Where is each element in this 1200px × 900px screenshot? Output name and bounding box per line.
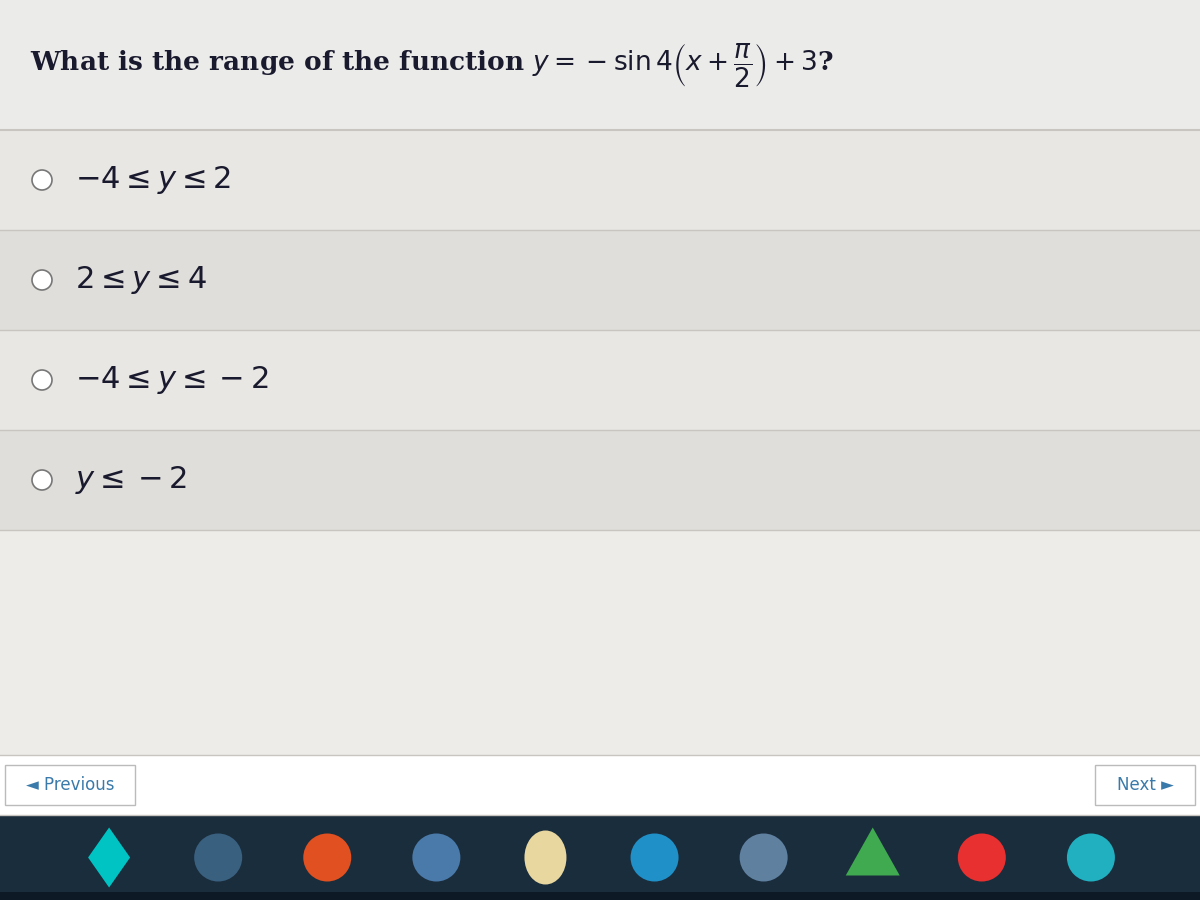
Bar bbox=[0, 0, 1200, 130]
Circle shape bbox=[32, 170, 52, 190]
Bar bbox=[0, 130, 1200, 230]
Text: $y \leq -2$: $y \leq -2$ bbox=[74, 464, 187, 496]
Circle shape bbox=[32, 370, 52, 390]
Circle shape bbox=[304, 833, 352, 881]
Circle shape bbox=[32, 270, 52, 290]
Polygon shape bbox=[88, 827, 130, 887]
Circle shape bbox=[630, 833, 678, 881]
Text: ◄ Previous: ◄ Previous bbox=[25, 776, 114, 794]
Polygon shape bbox=[846, 827, 900, 876]
Circle shape bbox=[32, 470, 52, 490]
Circle shape bbox=[413, 833, 461, 881]
Circle shape bbox=[739, 833, 787, 881]
FancyBboxPatch shape bbox=[1096, 765, 1195, 805]
FancyBboxPatch shape bbox=[5, 765, 134, 805]
Text: $2 \leq y \leq 4$: $2 \leq y \leq 4$ bbox=[74, 264, 208, 296]
Text: $-4 \leq y \leq 2$: $-4 \leq y \leq 2$ bbox=[74, 164, 232, 196]
Bar bbox=[0, 230, 1200, 330]
Bar bbox=[0, 892, 1200, 900]
Bar bbox=[0, 430, 1200, 530]
Circle shape bbox=[958, 833, 1006, 881]
Circle shape bbox=[194, 833, 242, 881]
Text: Next ►: Next ► bbox=[1116, 776, 1174, 794]
Bar bbox=[0, 330, 1200, 430]
Circle shape bbox=[1067, 833, 1115, 881]
Bar bbox=[0, 815, 1200, 900]
Ellipse shape bbox=[524, 831, 566, 885]
Text: What is the range of the function $y = -\sin 4\left(x + \dfrac{\pi}{2}\right) + : What is the range of the function $y = -… bbox=[30, 41, 834, 89]
Text: $-4 \leq y \leq -2$: $-4 \leq y \leq -2$ bbox=[74, 364, 269, 396]
Bar bbox=[0, 755, 1200, 815]
